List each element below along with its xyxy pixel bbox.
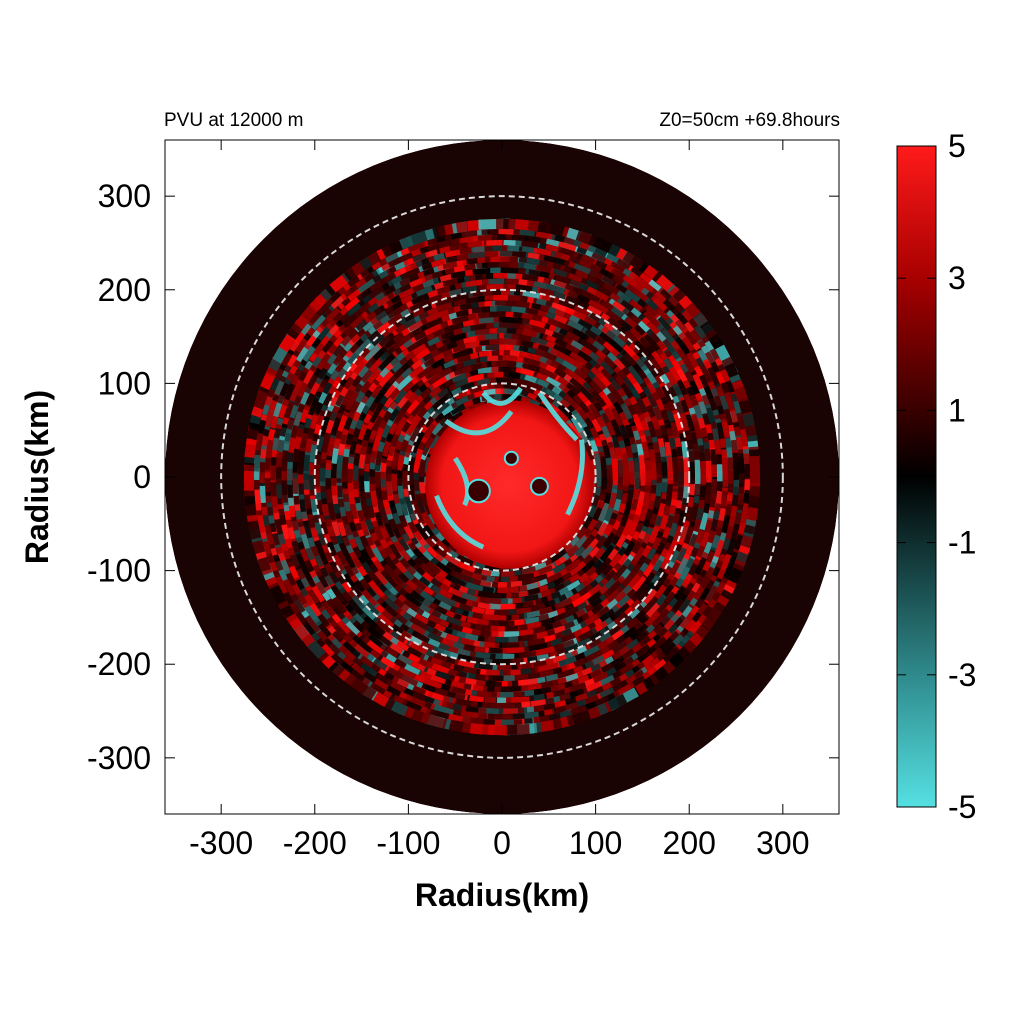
pv-patch <box>749 455 761 487</box>
eye-dark-spot <box>530 476 549 496</box>
x-tick-label: 200 <box>663 825 716 861</box>
title-right: Z0=50cm +69.8hours <box>659 110 840 131</box>
eye-dark-spot <box>503 450 519 466</box>
plot-area <box>165 140 839 814</box>
x-tick-label: -200 <box>283 825 347 861</box>
x-tick-label: -300 <box>189 825 253 861</box>
x-tick-label: -100 <box>376 825 440 861</box>
y-tick-label: 300 <box>98 178 151 214</box>
x-tick-label: 300 <box>756 825 809 861</box>
x-tick-label: 100 <box>569 825 622 861</box>
title-left: PVU at 12000 m <box>164 110 303 131</box>
eye-dark-spot <box>466 478 491 504</box>
x-tick-label: 0 <box>493 825 511 861</box>
